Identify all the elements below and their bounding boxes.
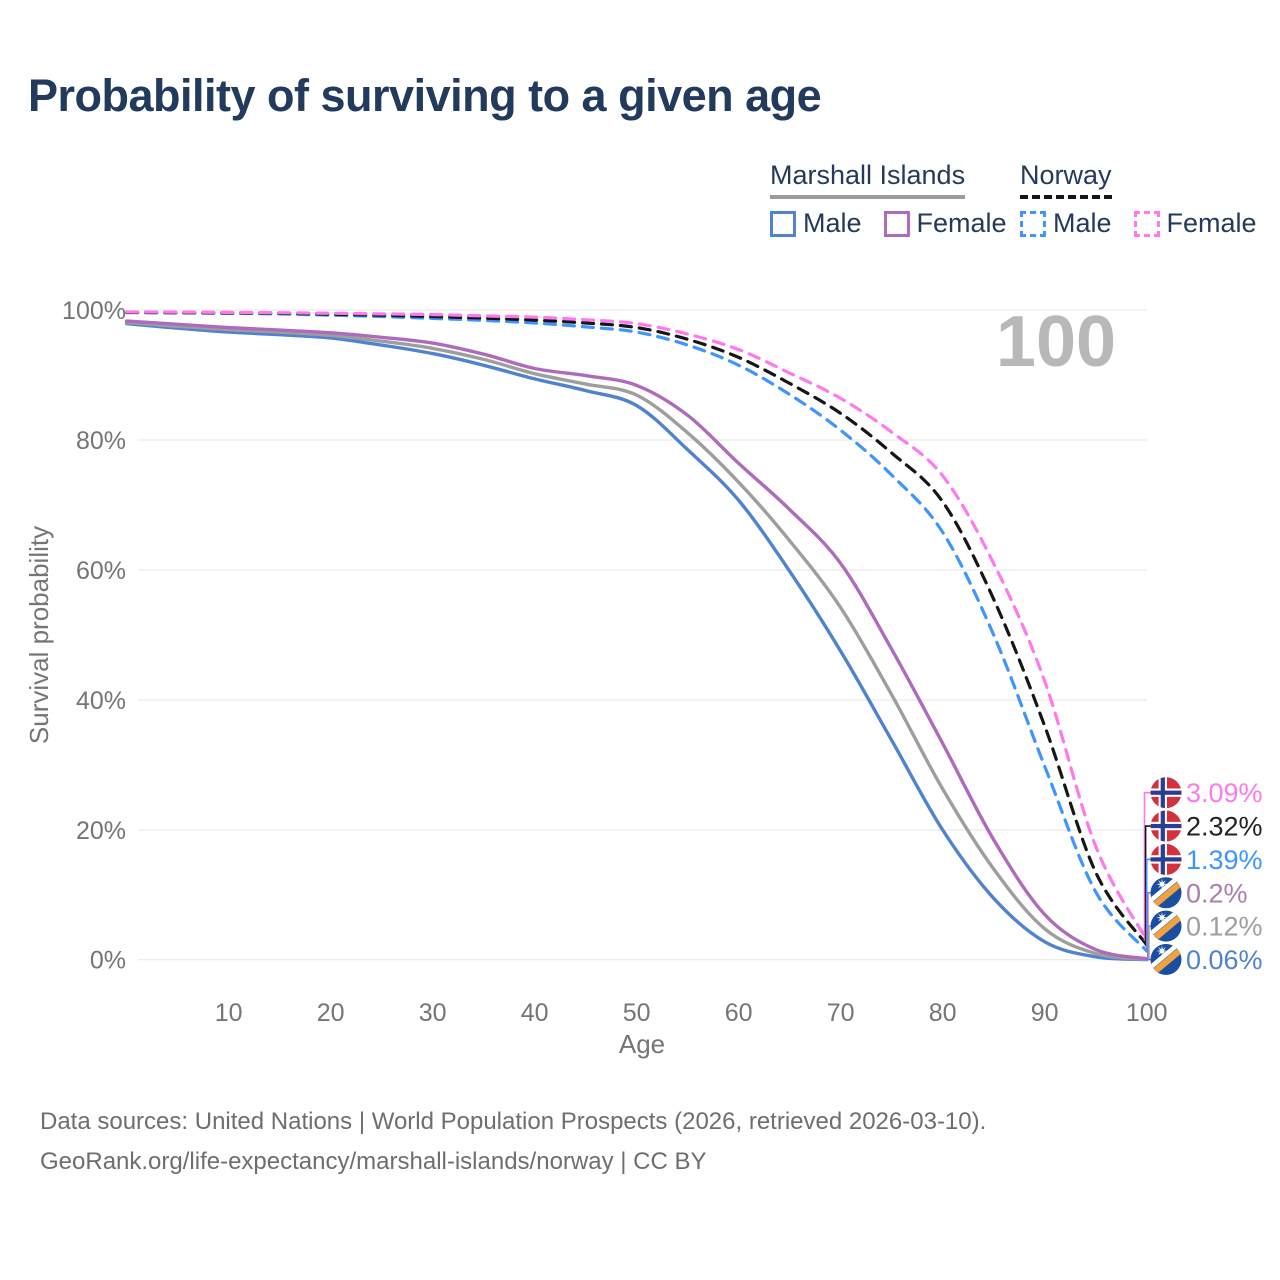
y-tick-label: 100% — [62, 297, 126, 325]
legend: Marshall Islands Male Female Norway Male — [0, 160, 1280, 250]
curve-mi-all — [125, 320, 1149, 961]
y-tick-label: 60% — [76, 557, 126, 585]
end-value-label-mi-female: 0.2% — [1186, 878, 1248, 908]
legend-group-marshall-islands: Marshall Islands Male Female — [770, 160, 1029, 239]
x-tick-label: 70 — [827, 999, 855, 1027]
end-value-label-no-all: 2.32% — [1186, 812, 1263, 842]
legend-group-title-norway: Norway — [1020, 160, 1112, 199]
x-tick-label: 20 — [317, 999, 345, 1027]
legend-swatch-mi-male — [770, 210, 796, 237]
curve-no-all — [125, 310, 1149, 947]
y-tick-label: 40% — [76, 687, 126, 715]
legend-swatch-mi-female — [883, 210, 910, 237]
x-tick-label: 40 — [521, 999, 549, 1027]
legend-item-mi-male: Male — [770, 208, 862, 239]
end-value-label-no-male: 1.39% — [1186, 845, 1263, 875]
y-tick-label: 80% — [76, 427, 126, 455]
end-value-label-no-female: 3.09% — [1186, 778, 1263, 808]
x-axis-label: Age — [619, 1029, 665, 1059]
leader-line-no-male — [1145, 858, 1151, 951]
x-tick-label: 50 — [623, 999, 651, 1027]
x-tick-label: 30 — [419, 999, 447, 1027]
legend-group-norway: Norway Male Female — [1020, 160, 1279, 239]
legend-group-title-marshall-islands: Marshall Islands — [770, 160, 966, 199]
legend-swatch-no-female — [1133, 210, 1160, 237]
legend-item-mi-female: Female — [883, 208, 1007, 239]
legend-item-no-female: Female — [1133, 208, 1257, 239]
end-value-label-mi-male: 0.06% — [1186, 945, 1263, 975]
legend-label-mi-female: Female — [916, 208, 1007, 238]
page-title: Probability of surviving to a given age — [28, 70, 822, 121]
legend-label-no-male: Male — [1053, 208, 1112, 238]
end-value-label-mi-all: 0.12% — [1186, 912, 1263, 942]
x-tick-label: 10 — [215, 999, 243, 1027]
curve-no-male — [125, 311, 1149, 953]
curve-mi-male — [125, 321, 1149, 962]
y-tick-label: 20% — [76, 817, 126, 845]
norway-flag-icon — [1150, 777, 1182, 809]
legend-label-mi-male: Male — [803, 208, 862, 238]
y-tick-label: 0% — [90, 947, 126, 975]
curve-no-female — [125, 310, 1149, 942]
chart-footer: Data sources: United Nations | World Pop… — [40, 1102, 986, 1182]
marshall-islands-flag-icon — [1150, 910, 1182, 942]
x-tick-label: 80 — [929, 999, 957, 1027]
legend-label-no-female: Female — [1166, 208, 1257, 238]
legend-item-no-male: Male — [1020, 208, 1112, 239]
marshall-islands-flag-icon — [1150, 943, 1182, 975]
norway-flag-icon — [1150, 810, 1182, 842]
x-tick-label: 90 — [1031, 999, 1059, 1027]
y-axis-label: Survival probability — [24, 526, 54, 744]
x-tick-label: 60 — [725, 999, 753, 1027]
attribution-text: GeoRank.org/life-expectancy/marshall-isl… — [40, 1148, 707, 1175]
age-annotation: 100 — [996, 302, 1116, 382]
norway-flag-icon — [1150, 843, 1182, 875]
marshall-islands-flag-icon — [1150, 877, 1182, 909]
curve-mi-female — [125, 319, 1149, 961]
legend-swatch-no-male — [1020, 210, 1046, 237]
data-sources-text: Data sources: United Nations | World Pop… — [40, 1108, 987, 1135]
x-tick-label: 100 — [1126, 999, 1168, 1027]
